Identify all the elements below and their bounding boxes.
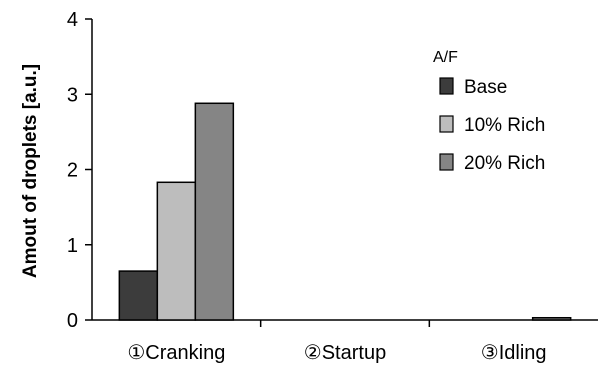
legend-swatch — [439, 77, 454, 95]
legend-entry: Base — [464, 77, 507, 98]
bar — [194, 102, 235, 321]
y-tick-label: 4 — [67, 9, 78, 31]
x-tick-label: ①Cranking — [127, 342, 225, 364]
y-tick-label: 0 — [67, 310, 78, 332]
bar — [118, 270, 159, 321]
legend-entry: 20% Rich — [464, 153, 545, 174]
x-tick-label: ③Idling — [481, 342, 547, 364]
x-tick-label: ②Startup — [304, 342, 386, 364]
legend: A/F Base 10% Rich 20% Rich — [433, 49, 545, 174]
y-axis-label: Amout of droplets [a.u.] — [20, 64, 41, 278]
legend-title: A/F — [433, 49, 458, 66]
legend-entry: 10% Rich — [464, 115, 545, 136]
y-tick-label: 2 — [67, 160, 78, 182]
bar — [156, 181, 197, 321]
y-tick-label: 1 — [67, 235, 78, 257]
legend-swatch — [439, 153, 454, 171]
legend-swatch — [439, 115, 454, 133]
y-tick-label: 3 — [67, 84, 78, 106]
bar — [531, 316, 572, 321]
plot-area: 0 1 2 3 4 ①Cranking ②Startup ③Idling — [67, 9, 598, 364]
